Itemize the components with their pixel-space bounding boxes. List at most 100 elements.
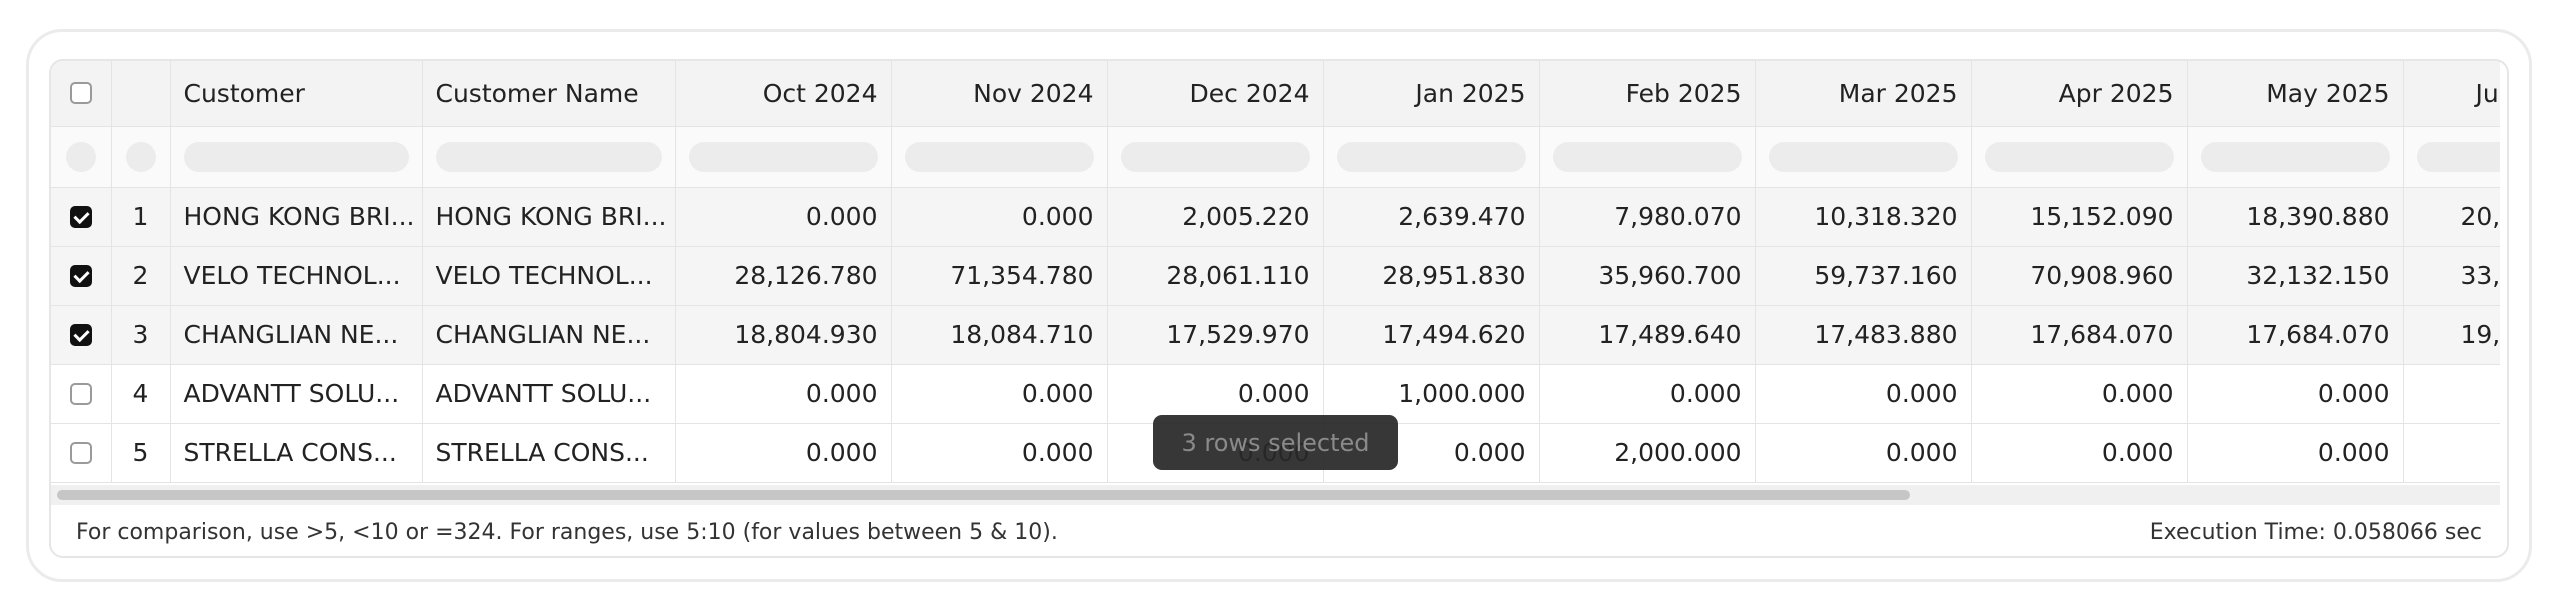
cell: ADVANTT SOLU... — [170, 364, 423, 424]
filter-cell — [2403, 126, 2500, 188]
cell: 17,684.070 — [2187, 305, 2404, 365]
filter-input[interactable] — [2416, 141, 2500, 172]
cell: 32,132.150 — [2187, 246, 2404, 306]
scroll-thumb[interactable] — [57, 490, 1910, 500]
checkbox[interactable] — [69, 82, 92, 105]
checkbox[interactable] — [69, 264, 92, 287]
cell: 0.000 — [1539, 364, 1756, 424]
cell: 17,489.640 — [1539, 305, 1756, 365]
cell: 17,684.070 — [1971, 305, 2188, 365]
filter-cell — [1539, 126, 1756, 188]
cell: 0.000 — [891, 364, 1108, 424]
report-table: Customer Customer Name Oct 2024 Nov 2024 Dec… — [49, 59, 2509, 558]
filter-cell — [1323, 126, 1540, 188]
filter-cell — [51, 126, 112, 188]
filter-cell — [2187, 126, 2404, 188]
filter-cell — [1971, 126, 2188, 188]
column-header[interactable]: Dec 2024 — [1107, 61, 1324, 127]
cell: 0.000 — [1971, 364, 2188, 424]
cell: CHANGLIAN NE... — [170, 305, 423, 365]
filter-cell — [1107, 126, 1324, 188]
column-header[interactable]: Ju — [2403, 61, 2500, 127]
grid: Customer Customer Name Oct 2024 Nov 2024 Dec… — [51, 61, 2500, 485]
cell: 0.000 — [1971, 423, 2188, 483]
checkbox[interactable] — [69, 441, 92, 464]
cell: 0.000 — [2187, 423, 2404, 483]
filter-input[interactable] — [688, 141, 878, 172]
cell: 0.000 — [1755, 423, 1972, 483]
select-cell — [51, 246, 112, 306]
filter-cell — [422, 126, 676, 188]
cell: 59,737.160 — [1755, 246, 1972, 306]
filter-input[interactable] — [2200, 141, 2390, 172]
cell: ADVANTT SOLU... — [422, 364, 676, 424]
cell: 0.000 — [1107, 364, 1324, 424]
column-header[interactable]: Mar 2025 — [1755, 61, 1972, 127]
cell: 2,005.220 — [1107, 187, 1324, 247]
filter-input[interactable] — [1120, 141, 1310, 172]
cell: VELO TECHNOL... — [170, 246, 423, 306]
filter-input[interactable] — [1552, 141, 1742, 172]
column-header[interactable]: Oct 2024 — [675, 61, 892, 127]
filter-input[interactable] — [435, 141, 662, 172]
execution-time: Execution Time: 0.058066 sec — [2149, 520, 2482, 545]
column-header[interactable]: Jan 2025 — [1323, 61, 1540, 127]
data-row[interactable]: 1 HONG KONG BRI... HONG KONG BRI... 0.000 0.… — [51, 187, 2500, 247]
cell: 71,354.780 — [891, 246, 1108, 306]
data-row[interactable]: 3 CHANGLIAN NE... CHANGLIAN NE... 18,804.93… — [51, 305, 2500, 365]
data-row[interactable]: 4 ADVANTT SOLU... ADVANTT SOLU... 0.000 0.00… — [51, 364, 2500, 424]
cell: 0.000 — [2187, 364, 2404, 424]
select-cell — [51, 187, 112, 247]
data-row[interactable]: 5 STRELLA CONS... STRELLA CONS... 0.000 0.00… — [51, 423, 2500, 483]
cell: 0.000 — [891, 187, 1108, 247]
filter-input[interactable] — [183, 141, 409, 172]
cell — [2403, 423, 2500, 483]
row-index: 5 — [111, 423, 171, 483]
column-header[interactable]: Feb 2025 — [1539, 61, 1756, 127]
column-header[interactable]: Nov 2024 — [891, 61, 1108, 127]
cell: 2,000.000 — [1539, 423, 1756, 483]
table: Customer Customer Name Oct 2024 Nov 2024 Dec… — [51, 61, 2500, 483]
select-cell — [51, 423, 112, 483]
cell: 28,061.110 — [1107, 246, 1324, 306]
filter-cell — [1755, 126, 1972, 188]
data-row[interactable]: 2 VELO TECHNOL... VELO TECHNOL... 28,126.78… — [51, 246, 2500, 306]
checkbox[interactable] — [69, 323, 92, 346]
cell: 17,529.970 — [1107, 305, 1324, 365]
filter-dot — [125, 141, 156, 172]
cell: HONG KONG BRI... — [422, 187, 676, 247]
column-header[interactable]: Customer Name — [422, 61, 676, 127]
cell: 35,960.700 — [1539, 246, 1756, 306]
filter-input[interactable] — [1768, 141, 1958, 172]
cell: 15,152.090 — [1971, 187, 2188, 247]
cell: 17,483.880 — [1755, 305, 1972, 365]
index-header — [111, 61, 171, 127]
cell: 0.000 — [1755, 364, 1972, 424]
row-index: 1 — [111, 187, 171, 247]
checkbox[interactable] — [69, 382, 92, 405]
cell: 19, — [2403, 305, 2500, 365]
filter-input[interactable] — [904, 141, 1094, 172]
filter-dot — [65, 141, 96, 172]
column-header[interactable]: May 2025 — [2187, 61, 2404, 127]
filter-row — [51, 126, 2500, 188]
cell: 28,126.780 — [675, 246, 892, 306]
cell: 0.000 — [675, 423, 892, 483]
toast: 3 rows selected — [1153, 415, 1398, 470]
cell: 0.000 — [675, 364, 892, 424]
filter-input[interactable] — [1984, 141, 2174, 172]
filter-cell — [111, 126, 171, 188]
column-header[interactable]: Apr 2025 — [1971, 61, 2188, 127]
filter-input[interactable] — [1336, 141, 1526, 172]
cell: 2,639.470 — [1323, 187, 1540, 247]
select-cell — [51, 305, 112, 365]
scrollbar — [51, 485, 2500, 505]
filter-cell — [170, 126, 423, 188]
column-header[interactable]: Customer — [170, 61, 423, 127]
select-cell — [51, 364, 112, 424]
cell: 7,980.070 — [1539, 187, 1756, 247]
cell: STRELLA CONS... — [170, 423, 423, 483]
filter-cell — [891, 126, 1108, 188]
checkbox[interactable] — [69, 205, 92, 228]
